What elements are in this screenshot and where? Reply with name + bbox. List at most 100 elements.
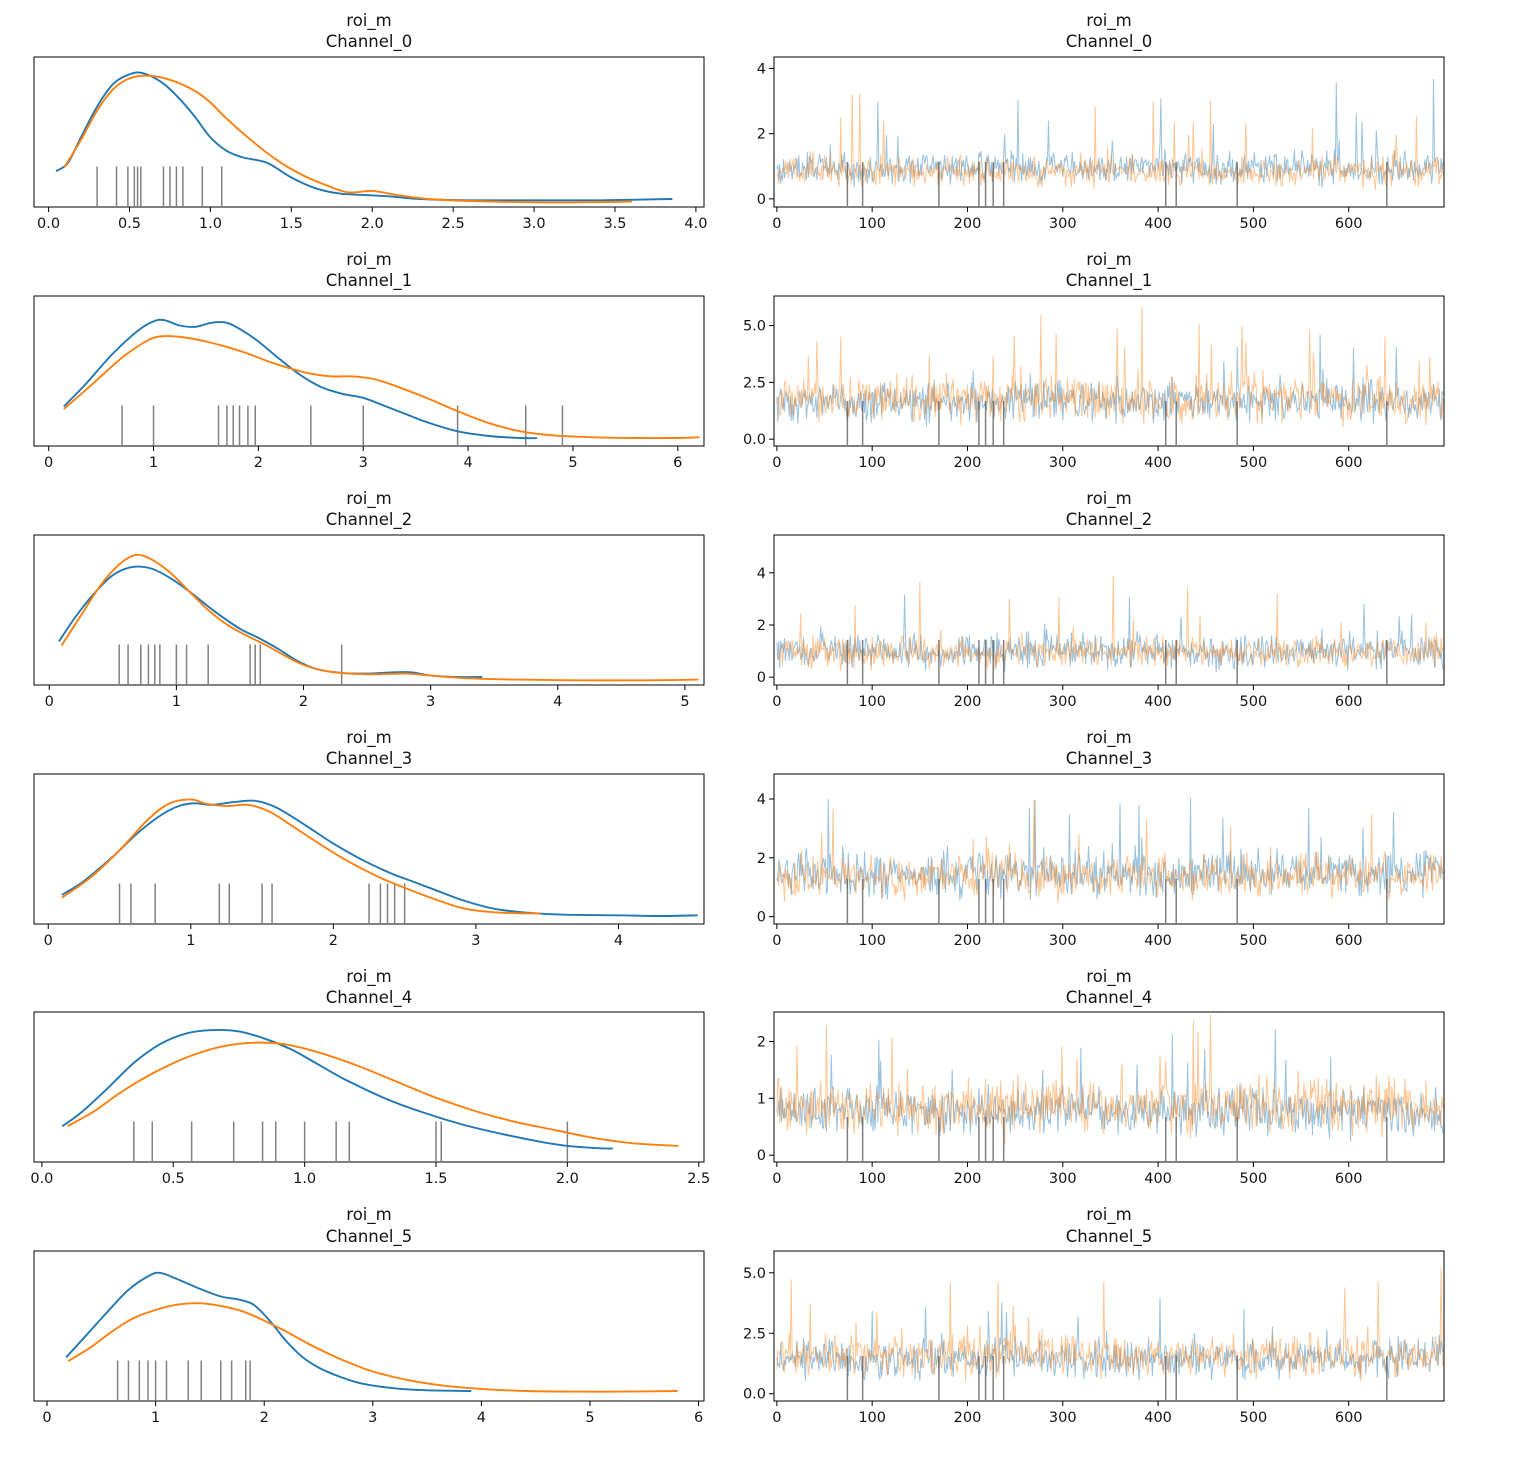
y-tick-label: 2 <box>757 618 766 634</box>
axes-frame <box>773 56 1445 208</box>
panel-title: roi_m Channel_4 <box>774 966 1444 1009</box>
trace-plot-channel-1: 0 100 200 300 400 500 600 0.0 2.5 5.0 <box>743 295 1445 471</box>
axes-frame <box>33 1250 705 1402</box>
panel-title: roi_m Channel_3 <box>774 727 1444 770</box>
panel-trace-channel-5: roi_m Channel_5 0 100 200 300 400 500 600 0.0 2.… <box>726 1204 1466 1429</box>
kde-curves <box>65 1271 678 1393</box>
x-tick-label: 3.5 <box>603 216 626 232</box>
x-ticks: 0 100 200 300 400 500 600 <box>772 1401 1363 1426</box>
y-tick-label: 2.5 <box>743 1327 766 1343</box>
kde-curves <box>63 318 700 439</box>
panel-title-sub: Channel_3 <box>1065 749 1153 769</box>
x-tick-label: 400 <box>1144 455 1172 471</box>
x-tick-label: 0 <box>772 216 781 232</box>
x-tick-label: 600 <box>1335 455 1363 471</box>
panel-title: roi_m Channel_0 <box>34 10 704 53</box>
kde-curve-group-1 <box>61 1029 613 1150</box>
panel-title: roi_m Channel_2 <box>34 488 704 531</box>
axes-frame <box>773 534 1445 686</box>
x-tick-label: 200 <box>954 694 982 710</box>
x-ticks: 0 1 2 3 4 5 6 <box>42 1401 703 1426</box>
kde-plot-channel-0: 0.0 0.5 1.0 1.5 2.0 2.5 3.0 3.5 4.0 <box>33 56 707 232</box>
y-tick-label: 0 <box>757 192 766 208</box>
kde-curves <box>61 797 698 917</box>
kde-curves <box>58 553 699 681</box>
x-ticks: 0.0 0.5 1.0 1.5 2.0 2.5 <box>30 1162 710 1187</box>
axes-frame <box>33 1011 705 1163</box>
x-tick-label: 500 <box>1240 455 1268 471</box>
panel-kde-channel-1: roi_m Channel_1 0 1 2 3 4 5 6 <box>24 249 726 474</box>
panel-title: roi_m Channel_5 <box>34 1204 704 1247</box>
panel-title-top: roi_m <box>346 966 392 986</box>
panel-title-top: roi_m <box>1086 11 1132 30</box>
trace-line-group-1 <box>776 594 1444 673</box>
panel-title-sub: Channel_0 <box>325 32 413 52</box>
kde-curve-group-1 <box>58 565 483 678</box>
panel-title-sub: Channel_3 <box>325 749 413 769</box>
panel-title-top: roi_m <box>346 727 392 747</box>
kde-curve-group-2 <box>67 1042 679 1148</box>
x-ticks: 0 100 200 300 400 500 600 <box>772 1162 1363 1187</box>
panel-title-top: roi_m <box>1086 966 1132 986</box>
x-tick-label: 500 <box>1240 694 1268 710</box>
y-ticks: 0.0 2.5 5.0 <box>743 318 774 448</box>
panel-title-top: roi_m <box>1086 727 1132 747</box>
x-tick-label: 600 <box>1335 1410 1363 1426</box>
panel-title-sub: Channel_2 <box>325 510 413 530</box>
axes-frame <box>33 56 705 208</box>
y-tick-label: 4 <box>757 61 766 77</box>
panel-title-sub: Channel_1 <box>1065 271 1153 291</box>
x-tick-label: 4 <box>477 1410 486 1426</box>
x-tick-label: 500 <box>1240 216 1268 232</box>
y-ticks: 0 2 4 <box>757 565 774 686</box>
y-tick-label: 2.5 <box>743 375 766 391</box>
y-tick-label: 5.0 <box>743 1266 766 1282</box>
panel-title: roi_m Channel_1 <box>774 249 1444 292</box>
x-tick-label: 200 <box>954 1410 982 1426</box>
trace-lines <box>776 1267 1444 1382</box>
panel-title-top: roi_m <box>346 488 392 508</box>
panel-trace-channel-0: roi_m Channel_0 0 100 200 300 400 500 600 0 2 4 <box>726 10 1466 235</box>
x-tick-label: 0 <box>772 1410 781 1426</box>
panel-title-sub: Channel_4 <box>1065 987 1153 1007</box>
y-tick-label: 4 <box>757 565 766 581</box>
rug-marks <box>118 644 343 684</box>
trace-plot-channel-2: 0 100 200 300 400 500 600 0 2 4 <box>757 534 1445 710</box>
x-tick-label: 1 <box>151 1410 160 1426</box>
x-tick-label: 1.5 <box>280 216 303 232</box>
x-tick-label: 400 <box>1144 694 1172 710</box>
kde-curves <box>55 71 673 204</box>
x-ticks: 0 1 2 3 4 5 6 <box>44 445 682 471</box>
x-ticks: 0 100 200 300 400 500 600 <box>772 445 1363 471</box>
x-tick-label: 200 <box>954 933 982 949</box>
rug-marks <box>118 883 406 923</box>
panel-title-sub: Channel_0 <box>1065 32 1153 52</box>
x-tick-label: 500 <box>1240 1410 1268 1426</box>
x-tick-label: 500 <box>1240 1171 1268 1187</box>
kde-curve-group-2 <box>61 553 699 681</box>
x-tick-label: 200 <box>954 216 982 232</box>
x-tick-label: 1 <box>149 455 158 471</box>
trace-line-group-1 <box>776 334 1444 427</box>
y-ticks: 0 2 4 <box>757 792 774 925</box>
panel-title: roi_m Channel_2 <box>774 488 1444 531</box>
trace-line-group-2 <box>776 1015 1444 1146</box>
x-tick-label: 3 <box>359 455 368 471</box>
x-tick-label: 200 <box>954 455 982 471</box>
x-tick-label: 0 <box>44 933 53 949</box>
trace-line-group-2 <box>776 575 1444 671</box>
x-ticks: 0.0 0.5 1.0 1.5 2.0 2.5 3.0 3.5 4.0 <box>37 206 707 232</box>
x-tick-label: 100 <box>858 1410 886 1426</box>
trace-lines <box>776 78 1444 190</box>
rug-marks <box>116 1360 251 1401</box>
trace-plot-channel-4: 0 100 200 300 400 500 600 0 1 2 <box>757 1011 1445 1187</box>
x-tick-label: 2 <box>260 1410 269 1426</box>
panel-trace-channel-1: roi_m Channel_1 0 100 200 300 400 500 600 0.0 2.… <box>726 249 1466 474</box>
x-tick-label: 600 <box>1335 216 1363 232</box>
x-tick-label: 6 <box>673 455 682 471</box>
panel-trace-channel-4: roi_m Channel_4 0 100 200 300 400 500 600 0 1 2 <box>726 966 1466 1191</box>
kde-curve-group-1 <box>65 1271 472 1393</box>
y-tick-label: 0 <box>757 909 766 925</box>
x-tick-label: 300 <box>1049 455 1077 471</box>
event-lines <box>846 1356 1388 1401</box>
